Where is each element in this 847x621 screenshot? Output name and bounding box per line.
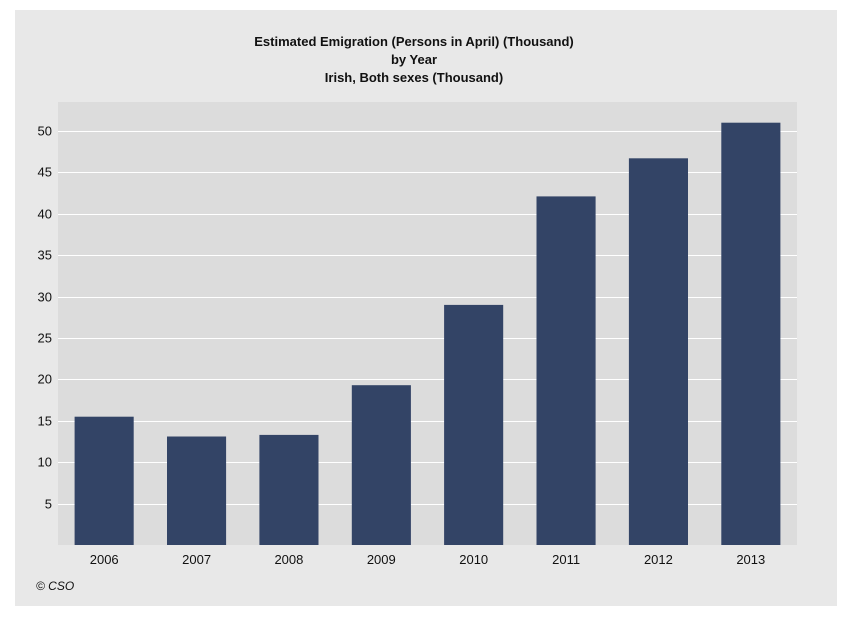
chart-panel: Estimated Emigration (Persons in April) … bbox=[15, 10, 837, 606]
bar-2008 bbox=[259, 434, 319, 545]
x-axis-tick-labels: 2006 2007 2008 2009 2010 2011 2012 2013 bbox=[90, 552, 766, 567]
x-tick-label: 2009 bbox=[367, 552, 396, 567]
bar-chart: Estimated Emigration (Persons in April) … bbox=[36, 34, 797, 593]
y-tick-label: 35 bbox=[38, 248, 52, 263]
y-tick-label: 5 bbox=[45, 497, 52, 512]
x-tick-label: 2006 bbox=[90, 552, 119, 567]
chart-title: Estimated Emigration (Persons in April) … bbox=[254, 34, 574, 85]
x-tick-label: 2011 bbox=[552, 552, 580, 567]
y-tick-label: 25 bbox=[38, 331, 52, 346]
x-tick-label: 2010 bbox=[459, 552, 488, 567]
y-tick-label: 15 bbox=[38, 414, 52, 429]
bar-2007 bbox=[167, 436, 227, 545]
x-tick-label: 2012 bbox=[644, 552, 673, 567]
bar-2010 bbox=[444, 304, 504, 545]
x-tick-label: 2013 bbox=[736, 552, 765, 567]
chart-title-line-2: by Year bbox=[391, 52, 437, 67]
cso-credit: © CSO bbox=[36, 579, 74, 593]
y-tick-label: 45 bbox=[38, 165, 52, 180]
bar-2009 bbox=[351, 385, 411, 545]
bar-2013 bbox=[721, 122, 781, 545]
bars bbox=[74, 122, 781, 546]
y-tick-label: 20 bbox=[38, 372, 52, 387]
y-tick-label: 50 bbox=[38, 124, 52, 139]
chart-title-line-3: Irish, Both sexes (Thousand) bbox=[325, 70, 503, 85]
bar-2012 bbox=[628, 158, 688, 546]
y-tick-label: 40 bbox=[38, 207, 52, 222]
bar-2011 bbox=[536, 196, 596, 545]
chart-title-line-1: Estimated Emigration (Persons in April) … bbox=[254, 34, 574, 49]
bar-2006 bbox=[74, 416, 134, 545]
x-tick-label: 2008 bbox=[274, 552, 303, 567]
y-tick-label: 30 bbox=[38, 290, 52, 305]
y-tick-label: 10 bbox=[38, 455, 52, 470]
y-axis-tick-labels: 5 10 15 20 25 30 35 40 45 50 bbox=[38, 124, 52, 512]
x-tick-label: 2007 bbox=[182, 552, 211, 567]
